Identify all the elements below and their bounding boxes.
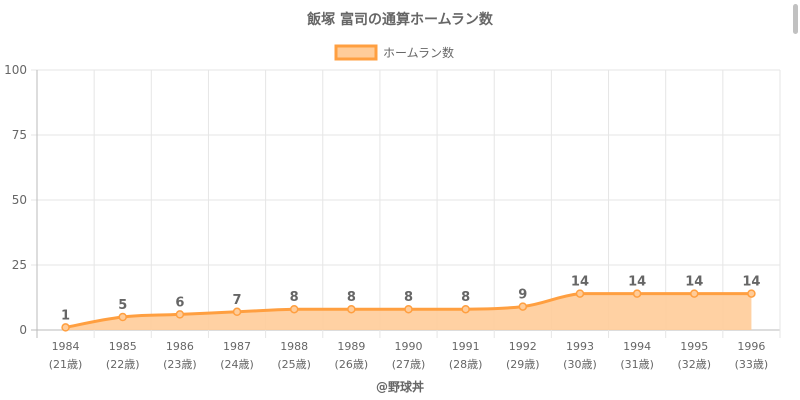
x-tick-label: 1995 <box>680 340 708 353</box>
x-tick-sublabel: (29歳) <box>506 358 540 371</box>
x-tick-label: 1994 <box>623 340 651 353</box>
data-label: 9 <box>518 288 527 303</box>
data-point <box>347 304 356 314</box>
data-label: 8 <box>461 290 470 305</box>
x-tick-label: 1996 <box>737 340 765 353</box>
x-tick-label: 1992 <box>509 340 537 353</box>
x-tick-sublabel: (33歳) <box>735 358 769 371</box>
data-label: 8 <box>347 290 356 305</box>
legend[interactable]: ホームラン数 <box>334 44 454 61</box>
data-point <box>690 289 699 298</box>
data-label: 6 <box>175 295 184 310</box>
data-point <box>747 289 756 298</box>
data-point <box>232 307 242 317</box>
x-tick-sublabel: (30歳) <box>563 358 597 371</box>
x-tick-label: 1993 <box>566 340 594 353</box>
x-tick-label: 1989 <box>337 340 365 353</box>
data-point <box>289 304 299 314</box>
legend-swatch <box>334 44 378 61</box>
data-point <box>118 312 127 322</box>
x-tick-label: 1988 <box>280 340 308 353</box>
x-tick-sublabel: (25歳) <box>277 358 311 371</box>
y-tick-label: 25 <box>12 258 27 272</box>
data-label: 14 <box>742 275 760 290</box>
x-tick-sublabel: (21歳) <box>49 358 83 371</box>
x-tick-sublabel: (23歳) <box>163 358 197 371</box>
y-tick-label: 75 <box>12 128 27 142</box>
data-point <box>61 323 70 332</box>
data-label: 8 <box>290 290 299 305</box>
x-tick-sublabel: (26歳) <box>335 358 369 371</box>
data-label: 1 <box>61 308 70 323</box>
data-point <box>518 302 528 311</box>
y-tick-label: 100 <box>4 63 27 77</box>
chart-title: 飯塚 富司の通算ホームラン数 <box>306 11 494 28</box>
data-point <box>404 304 413 314</box>
scrollbar[interactable] <box>793 4 798 34</box>
x-tick-label: 1991 <box>452 340 480 353</box>
x-tick-label: 1984 <box>52 340 80 353</box>
data-point <box>461 304 470 314</box>
data-label: 14 <box>571 275 589 290</box>
y-tick-label: 0 <box>19 323 27 337</box>
x-tick-sublabel: (24歳) <box>220 358 254 371</box>
x-tick-label: 1987 <box>223 340 251 353</box>
data-label: 8 <box>404 290 413 305</box>
x-tick-sublabel: (32歳) <box>677 358 711 371</box>
data-point <box>175 310 185 319</box>
data-point <box>632 289 642 298</box>
x-tick-sublabel: (22歳) <box>106 358 140 371</box>
data-point <box>575 289 585 298</box>
y-tick-label: 50 <box>12 193 27 207</box>
data-label: 5 <box>118 298 127 313</box>
legend-label: ホームラン数 <box>383 45 454 60</box>
data-label: 7 <box>233 293 242 308</box>
x-tick-label: 1985 <box>109 340 137 353</box>
x-tick-sublabel: (27歳) <box>392 358 426 371</box>
x-tick-sublabel: (31歳) <box>620 358 654 371</box>
footer-credit: @野球丼 <box>376 379 424 394</box>
x-tick-label: 1986 <box>166 340 194 353</box>
x-tick-sublabel: (28歳) <box>449 358 483 371</box>
data-label: 14 <box>628 275 646 290</box>
x-tick-label: 1990 <box>395 340 423 353</box>
data-label: 14 <box>685 275 703 290</box>
